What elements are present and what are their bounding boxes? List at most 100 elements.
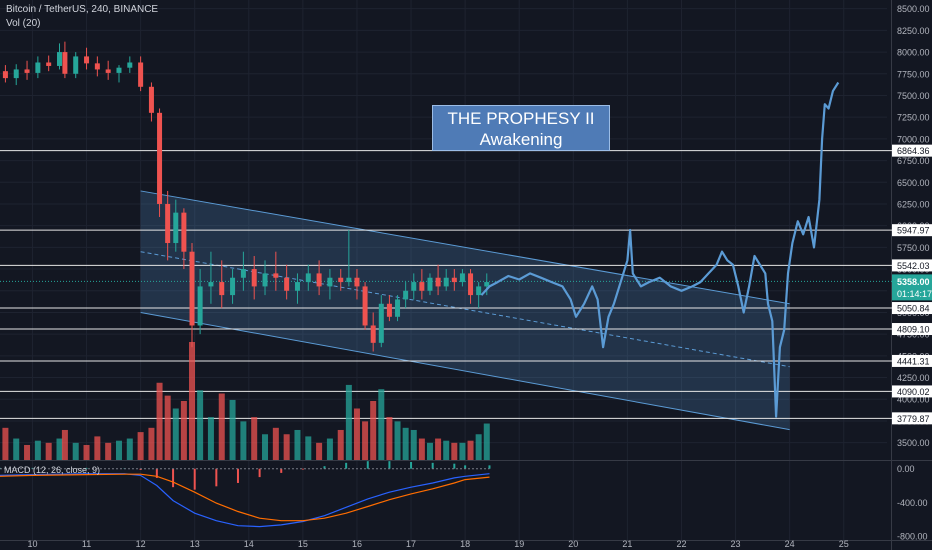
volume-bar: [126, 438, 133, 460]
channel-lower-line: [140, 311, 790, 431]
candle-body: [2, 71, 8, 79]
candle-body: [94, 63, 100, 70]
volume-bar: [435, 438, 442, 460]
price-level-label: 3779.87: [897, 414, 930, 424]
chart-title: Bitcoin / TetherUS, 240, BINANCE: [6, 4, 159, 15]
price-tick-label: 7750.00: [897, 69, 930, 79]
candle-body: [230, 277, 236, 296]
macd-tick-label: -800.00: [897, 531, 928, 541]
time-tick-label: 25: [839, 539, 849, 549]
price-tick-label: 6250.00: [897, 199, 930, 209]
volume-bar: [240, 421, 247, 460]
candle-body: [181, 212, 187, 252]
price-level-label: 4441.31: [897, 356, 930, 366]
candle-body: [173, 212, 179, 244]
candle-body: [157, 112, 163, 204]
volume-bar: [197, 390, 204, 460]
volume-bar: [305, 436, 312, 460]
volume-bar: [34, 440, 41, 460]
candle-body: [138, 62, 144, 87]
price-tick-label: 8500.00: [897, 4, 930, 14]
candle-body: [208, 282, 214, 287]
channel-upper-line: [140, 190, 790, 305]
macd-indicator-label: MACD (12, 26, close, 9): [4, 465, 101, 475]
volume-bar: [402, 427, 409, 460]
candle-body: [386, 303, 392, 317]
macd-tick-label: 0.00: [897, 464, 915, 474]
volume-bar: [94, 436, 101, 460]
price-tick-label: 3500.00: [897, 438, 930, 448]
volume-bar: [45, 442, 52, 460]
candle-body: [403, 290, 409, 300]
price-level-label-box: [892, 224, 932, 237]
price-tick-label: 4000.00: [897, 395, 930, 405]
macd-tick-label: -400.00: [897, 498, 928, 508]
candle-body: [346, 277, 352, 283]
volume-bar: [483, 423, 490, 460]
candle-body: [484, 282, 490, 287]
candle-body: [24, 69, 30, 73]
volume-bar: [251, 417, 258, 460]
price-level-label-box: [892, 144, 932, 157]
volume-bar: [418, 438, 425, 460]
price-tick-label: 7250.00: [897, 113, 930, 123]
volume-bar: [362, 421, 369, 460]
time-tick-label: 23: [731, 539, 741, 549]
volume-bar: [180, 401, 187, 460]
time-tick-label: 16: [352, 539, 362, 549]
price-tick-label: 7000.00: [897, 134, 930, 144]
candle-body: [240, 269, 246, 278]
price-tick-label: 5750.00: [897, 243, 930, 253]
volume-bar: [207, 417, 214, 460]
candle-body: [284, 277, 290, 291]
volume-bar: [410, 429, 417, 460]
channel-mid-line: [140, 251, 790, 368]
price-tick-label: 6750.00: [897, 156, 930, 166]
price-level-label-box: [892, 385, 932, 398]
candle-body: [378, 303, 384, 343]
price-level-label: 6864.36: [897, 146, 930, 156]
candle-body: [251, 269, 257, 287]
candle-body: [411, 282, 417, 291]
volume-bar: [148, 427, 155, 460]
candle-body: [476, 286, 482, 296]
candle-body: [35, 62, 41, 73]
time-tick-label: 22: [676, 539, 686, 549]
price-level-label-box: [892, 259, 932, 272]
volume-bar: [105, 442, 112, 460]
volume-bar: [326, 438, 333, 460]
volume-bar: [262, 434, 269, 460]
candle-body: [189, 251, 195, 326]
candle-body: [197, 286, 203, 326]
volume-bar: [61, 429, 68, 460]
candle-body: [354, 277, 360, 287]
volume-bar: [172, 408, 179, 460]
candle-body: [443, 277, 449, 287]
price-tick-label: 6500.00: [897, 178, 930, 188]
candle-body: [273, 273, 279, 278]
candle-body: [219, 282, 225, 296]
time-tick-label: 13: [190, 539, 200, 549]
candle-body: [338, 277, 344, 283]
price-level-label: 5542.03: [897, 261, 930, 271]
time-tick-label: 19: [514, 539, 524, 549]
candle-body: [427, 277, 433, 291]
time-tick-label: 21: [622, 539, 632, 549]
volume-bar: [156, 382, 163, 460]
candle-body: [262, 273, 268, 287]
volume-bar: [467, 440, 474, 460]
volume-bar: [353, 408, 360, 460]
volume-bar: [316, 442, 323, 460]
price-projection-line: [480, 81, 840, 418]
price-level-label: 5947.97: [897, 226, 930, 236]
candle-body: [468, 273, 474, 296]
candle-body: [316, 273, 322, 287]
candle-body: [148, 86, 154, 113]
candle-body: [327, 277, 333, 287]
current-price-label: 5358.00: [897, 277, 930, 287]
volume-bar: [2, 427, 9, 460]
candle-body: [459, 273, 465, 283]
candle-body: [435, 277, 441, 287]
